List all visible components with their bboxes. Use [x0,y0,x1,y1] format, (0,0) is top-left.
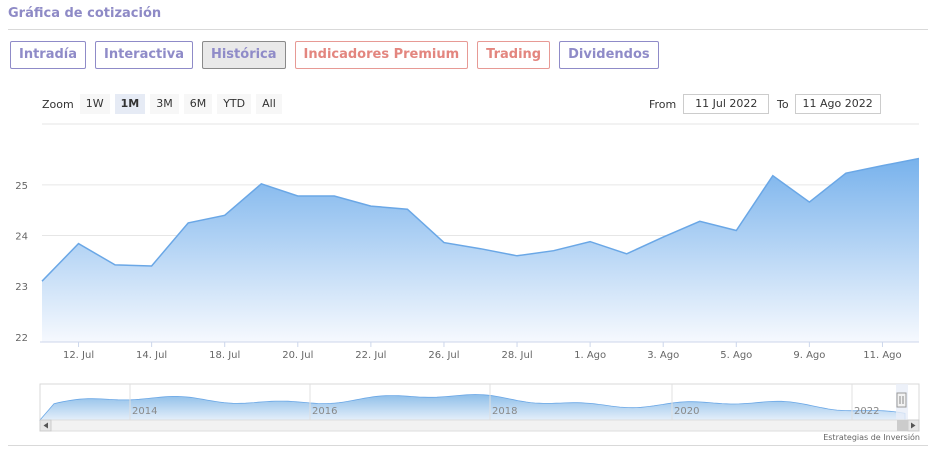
x-tick-label: 20. Jul [282,350,313,361]
zoom-selector: Zoom 1W 1M 3M 6M YTD All [42,94,287,114]
navigator-tick-label: 2016 [312,406,337,417]
tab-dividendos[interactable]: Dividendos [559,41,659,69]
zoom-label: Zoom [42,97,74,111]
chart-tabs: Intradía Interactiva Histórica Indicador… [10,41,659,69]
x-tick-label: 1. Ago [574,350,606,361]
tab-indicadores-premium[interactable]: Indicadores Premium [294,41,469,69]
tab-trading[interactable]: Trading [477,41,551,69]
zoom-6m-button[interactable]: 6M [183,94,213,114]
x-tick-label: 11. Ago [863,350,901,361]
x-tick-label: 9. Ago [793,350,825,361]
tab-historica[interactable]: Histórica [201,41,286,69]
y-tick-label: 23 [15,282,28,293]
zoom-1w-button[interactable]: 1W [79,94,110,114]
range-to-input[interactable]: 11 Ago 2022 [794,94,881,114]
navigator-tick-label: 2022 [854,406,879,417]
scrollbar-thumb[interactable] [897,420,908,431]
x-tick-label: 3. Ago [647,350,679,361]
price-line [41,157,920,282]
range-to: To 11 Ago 2022 [777,94,881,114]
range-from-label: From [649,97,677,111]
navigator-handle[interactable] [896,392,907,408]
x-tick-label: 28. Jul [501,350,532,361]
navigator-tick-label: 2014 [132,406,157,417]
title-divider [8,29,928,30]
navigator-area [39,394,906,421]
navigator: 2014 2016 2018 2020 2022 [39,383,920,421]
x-tick-label: 5. Ago [720,350,752,361]
zoom-ytd-button[interactable]: YTD [217,94,252,114]
scrollbar[interactable] [39,419,920,432]
price-area [42,158,919,342]
x-tick-label: 18. Jul [209,350,240,361]
chart-credit[interactable]: Estrategias de Inversión [823,433,920,442]
zoom-3m-button[interactable]: 3M [150,94,179,114]
page-title: Gráfica de cotización [8,6,162,21]
scrollbar-track[interactable] [39,419,920,432]
x-tick-label: 12. Jul [63,350,94,361]
x-tick-label: 14. Jul [136,350,167,361]
zoom-all-button[interactable]: All [256,94,282,114]
range-from-input[interactable]: 11 Jul 2022 [683,94,770,114]
y-tick-label: 24 [15,232,28,243]
chevron-left-icon [43,422,48,429]
y-tick-label: 22 [15,333,28,344]
zoom-1m-button[interactable]: 1M [114,94,146,114]
range-from: From 11 Jul 2022 [649,94,770,114]
navigator-tick-label: 2020 [674,406,699,417]
x-tick-label: 26. Jul [428,350,459,361]
bottom-divider [8,445,928,446]
x-tick-label: 22. Jul [355,350,386,361]
tab-intradia[interactable]: Intradía [10,41,87,69]
chevron-right-icon [911,422,916,429]
range-to-label: To [777,97,789,111]
tab-interactiva[interactable]: Interactiva [95,41,193,69]
y-tick-label: 25 [15,181,28,192]
navigator-tick-label: 2018 [492,406,517,417]
